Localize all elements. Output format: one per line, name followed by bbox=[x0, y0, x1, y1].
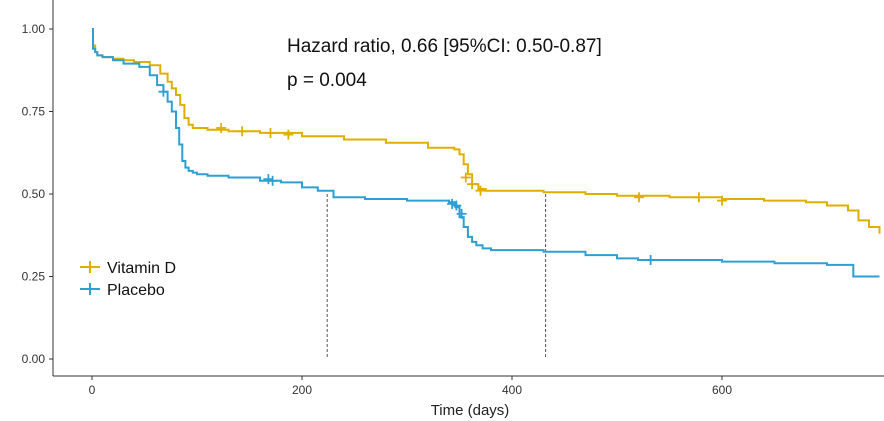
legend-item-vitamin-d: Vitamin D bbox=[80, 260, 176, 277]
placebo-censor-mark bbox=[451, 200, 462, 211]
placebo-censor-mark bbox=[456, 208, 467, 219]
vitamin-d-censor-mark bbox=[717, 195, 727, 206]
vitamin-d-censor-mark bbox=[283, 129, 294, 140]
legend: Vitamin D Placebo bbox=[80, 260, 176, 299]
p-value-annotation: p = 0.004 bbox=[287, 70, 367, 91]
x-ticks: 0 200 400 600 bbox=[89, 376, 732, 397]
vitamin-d-censor-mark bbox=[467, 179, 478, 190]
legend-label: Vitamin D bbox=[107, 260, 176, 277]
plot-area bbox=[92, 28, 881, 359]
y-tick-label: 0.00 bbox=[22, 352, 46, 366]
x-tick-label: 600 bbox=[712, 383, 732, 397]
x-tick-label: 400 bbox=[502, 383, 522, 397]
vitamin-d-censor-mark bbox=[237, 126, 248, 137]
vitamin-d-censor-mark bbox=[693, 192, 704, 203]
y-tick-label: 0.50 bbox=[22, 187, 46, 201]
placebo-survival-curve bbox=[92, 28, 880, 278]
y-tick-label: 0.25 bbox=[22, 270, 46, 284]
x-axis-title: Time (days) bbox=[431, 402, 510, 419]
legend-item-placebo: Placebo bbox=[80, 282, 165, 299]
vitamin-d-censor-mark bbox=[634, 192, 645, 203]
vitamin-d-censor-mark bbox=[265, 127, 276, 138]
y-ticks: 0.00 0.25 0.50 0.75 1.00 bbox=[22, 22, 53, 366]
placebo-censor-mark bbox=[158, 86, 169, 97]
y-tick-label: 0.75 bbox=[22, 105, 46, 119]
vitamin-d-censor-mark bbox=[216, 123, 227, 133]
x-tick-label: 0 bbox=[89, 383, 96, 397]
legend-label: Placebo bbox=[107, 282, 165, 299]
vitamin-d-censor-mark bbox=[475, 185, 486, 196]
y-tick-label: 1.00 bbox=[22, 22, 46, 36]
hazard-ratio-annotation: Hazard ratio, 0.66 [95%CI: 0.50-0.87] bbox=[287, 36, 602, 57]
x-tick-label: 200 bbox=[292, 383, 312, 397]
vitamin-d-censor-mark bbox=[460, 172, 471, 183]
placebo-censor-mark bbox=[645, 255, 656, 265]
placebo-censor-mark bbox=[267, 175, 278, 186]
vitamin-d-survival-curve bbox=[92, 28, 881, 234]
